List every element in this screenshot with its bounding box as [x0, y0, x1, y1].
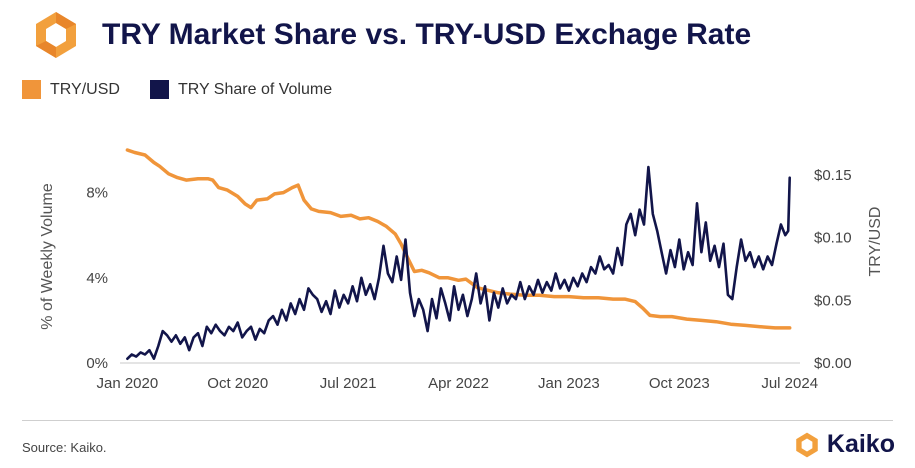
line-chart: Jan 2020 Oct 2020 Jul 2021 Apr 2022 Jan 2023…	[39, 148, 884, 392]
y-right-tick-label: $0.05	[814, 292, 852, 309]
legend-item-try-usd: TRY/USD	[22, 80, 120, 99]
kaiko-logo-icon	[36, 12, 76, 58]
series-line-try-share	[126, 165, 791, 360]
footer-brand: Kaiko	[793, 430, 895, 459]
brand-name: Kaiko	[826, 430, 895, 458]
legend-label-try-usd: TRY/USD	[50, 80, 120, 98]
x-tick-label: Jan 2020	[96, 375, 158, 392]
source-note: Source: Kaiko.	[22, 440, 107, 455]
x-tick-label: Oct 2020	[207, 375, 268, 392]
series-line-try-usd	[125, 148, 792, 330]
y-left-tick-label: 4%	[86, 270, 108, 287]
y-right-tick-label: $0.10	[814, 230, 852, 247]
y-left-tick-label: 0%	[86, 355, 108, 372]
y-left-tick-label: 8%	[86, 185, 108, 202]
x-tick-label: Jan 2023	[538, 375, 600, 392]
y-right-tick-label: $0.00	[814, 355, 852, 372]
legend-swatch-try-share	[149, 80, 169, 99]
y-right-axis-title: TRY/USD	[867, 207, 884, 277]
x-tick-label: Oct 2023	[649, 375, 710, 392]
x-tick-label: Apr 2022	[428, 375, 489, 392]
x-tick-label: Jul 2024	[761, 375, 818, 392]
x-tick-label: Jul 2021	[320, 375, 377, 392]
legend-item-try-share: TRY Share of Volume	[149, 80, 333, 99]
kaiko-brand-icon	[796, 432, 818, 457]
y-left-axis-title: % of Weekly Volume	[39, 183, 56, 330]
legend-label-try-share: TRY Share of Volume	[177, 80, 333, 98]
footer-divider	[22, 420, 893, 421]
legend-swatch-try-usd	[22, 80, 41, 99]
chart-legend: TRY/USD TRY Share of Volume	[22, 80, 362, 99]
chart-title: TRY Market Share vs. TRY-USD Exchage Rat…	[102, 18, 752, 51]
y-right-tick-label: $0.15	[814, 167, 852, 184]
